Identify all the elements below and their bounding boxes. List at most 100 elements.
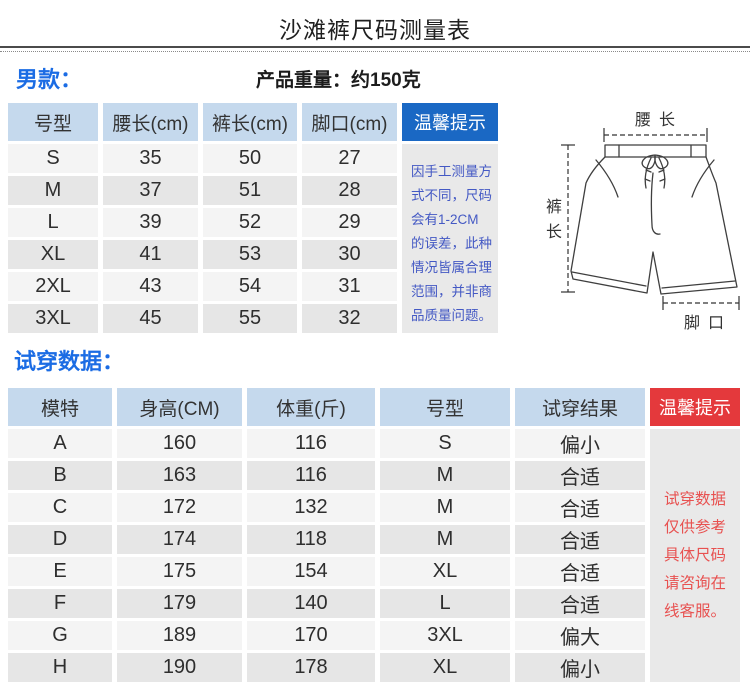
fit-row: G 189 170 3XL 偏大 bbox=[8, 621, 740, 650]
result-cell: 合适 bbox=[515, 589, 645, 618]
size-row: 3XL 45 55 32 bbox=[8, 304, 498, 333]
model-cell: C bbox=[8, 493, 112, 522]
size-cell: M bbox=[8, 176, 98, 205]
result-cell: 偏小 bbox=[515, 653, 645, 682]
result-cell: 合适 bbox=[515, 525, 645, 554]
product-weight-label: 产品重量：约150克 bbox=[256, 70, 421, 91]
hem-cell: 32 bbox=[302, 304, 397, 333]
length-cell: 50 bbox=[203, 144, 297, 173]
tip-header-blue: 温馨提示 bbox=[402, 103, 498, 141]
result-cell: 合适 bbox=[515, 461, 645, 490]
shorts-outline bbox=[570, 144, 738, 295]
fit-row: F 179 140 L 合适 bbox=[8, 589, 740, 618]
header-model: 模特 bbox=[8, 388, 112, 426]
weight-cell: 116 bbox=[247, 429, 375, 458]
size-row: XL 41 53 30 bbox=[8, 240, 498, 269]
header-height: 身高(CM) bbox=[117, 388, 242, 426]
length-cell: 55 bbox=[203, 304, 297, 333]
mens-section-label: 男款： bbox=[16, 67, 83, 92]
fit-row: C 172 132 M 合适 bbox=[8, 493, 740, 522]
result-cell: 合适 bbox=[515, 557, 645, 586]
height-cell: 175 bbox=[117, 557, 242, 586]
header-hem: 脚口(cm) bbox=[302, 103, 397, 141]
weight-cell: 118 bbox=[247, 525, 375, 554]
model-cell: H bbox=[8, 653, 112, 682]
waist-cell: 45 bbox=[103, 304, 198, 333]
model-cell: E bbox=[8, 557, 112, 586]
weight-cell: 178 bbox=[247, 653, 375, 682]
fitting-section-label: 试穿数据： bbox=[14, 349, 125, 374]
length-cell: 52 bbox=[203, 208, 297, 237]
title-divider bbox=[0, 46, 750, 52]
size-cell: 2XL bbox=[8, 272, 98, 301]
size-cell: 3XL bbox=[380, 621, 510, 650]
weight-cell: 132 bbox=[247, 493, 375, 522]
note-line: 因手工测量方 bbox=[411, 164, 492, 179]
fit-row: D 174 118 M 合适 bbox=[8, 525, 740, 554]
size-row: L 39 52 29 bbox=[8, 208, 498, 237]
height-cell: 172 bbox=[117, 493, 242, 522]
weight-cell: 116 bbox=[247, 461, 375, 490]
fit-row: E 175 154 XL 合适 bbox=[8, 557, 740, 586]
size-cell: XL bbox=[380, 653, 510, 682]
note-line: 品质量问题。 bbox=[411, 308, 492, 323]
size-row: M 37 51 28 bbox=[8, 176, 498, 205]
result-cell: 合适 bbox=[515, 493, 645, 522]
height-cell: 163 bbox=[117, 461, 242, 490]
tip-header-red: 温馨提示 bbox=[650, 388, 740, 426]
model-cell: G bbox=[8, 621, 112, 650]
fly-seam bbox=[650, 172, 661, 235]
size-table-header-row: 号型 腰长(cm) 裤长(cm) 脚口(cm) 温馨提示 bbox=[8, 103, 498, 141]
size-cell: XL bbox=[8, 240, 98, 269]
height-cell: 189 bbox=[117, 621, 242, 650]
result-cell: 偏大 bbox=[515, 621, 645, 650]
size-cell: 3XL bbox=[8, 304, 98, 333]
size-cell: M bbox=[380, 493, 510, 522]
model-cell: F bbox=[8, 589, 112, 618]
hem-cell: 27 bbox=[302, 144, 397, 173]
size-cell: L bbox=[8, 208, 98, 237]
shorts-diagram: 腰长 脚口 bbox=[561, 111, 740, 332]
note-line: 仅供参考 bbox=[663, 518, 726, 536]
result-cell: 偏小 bbox=[515, 429, 645, 458]
size-row: 2XL 43 54 31 bbox=[8, 272, 498, 301]
size-cell: XL bbox=[380, 557, 510, 586]
fit-table-header-row: 模特 身高(CM) 体重(斤) 号型 试穿结果 温馨提示 bbox=[8, 388, 740, 426]
header-size: 号型 bbox=[8, 103, 98, 141]
fitting-note: 试穿数据 仅供参考 具体尺码 请咨询在 线客服。 bbox=[650, 429, 740, 682]
hem-cell: 30 bbox=[302, 240, 397, 269]
hem-cell: 29 bbox=[302, 208, 397, 237]
note-line: 线客服。 bbox=[663, 602, 726, 620]
weight-cell: 140 bbox=[247, 589, 375, 618]
measure-lines bbox=[561, 128, 740, 310]
left-pocket bbox=[595, 159, 619, 198]
note-line: 具体尺码 bbox=[663, 546, 726, 564]
size-row: S 35 50 27 因手工测量方 式不同，尺码 会有1-2CM 的误差，此种 … bbox=[8, 144, 498, 333]
fit-row: H 190 178 XL 偏小 bbox=[8, 653, 740, 682]
right-pocket bbox=[691, 159, 715, 198]
hem-cell: 28 bbox=[302, 176, 397, 205]
fit-row: B 163 116 M 合适 bbox=[8, 461, 740, 490]
size-cell: M bbox=[380, 525, 510, 554]
model-cell: A bbox=[8, 429, 112, 458]
header-length: 裤长(cm) bbox=[203, 103, 297, 141]
waist-cell: 41 bbox=[103, 240, 198, 269]
note-line: 的误差，此种 bbox=[411, 236, 492, 251]
fitting-data-table: 模特 身高(CM) 体重(斤) 号型 试穿结果 温馨提示 A 160 116 S… bbox=[3, 385, 745, 685]
mens-size-table: 号型 腰长(cm) 裤长(cm) 脚口(cm) 温馨提示 S 35 50 27 … bbox=[3, 100, 503, 336]
header-waist: 腰长(cm) bbox=[103, 103, 198, 141]
length-cell: 54 bbox=[203, 272, 297, 301]
waist-cell: 35 bbox=[103, 144, 198, 173]
drawstring-bow bbox=[641, 154, 669, 189]
note-line: 试穿数据 bbox=[663, 490, 726, 508]
height-cell: 160 bbox=[117, 429, 242, 458]
header-weight: 体重(斤) bbox=[247, 388, 375, 426]
model-cell: B bbox=[8, 461, 112, 490]
note-line: 式不同，尺码 bbox=[411, 188, 492, 203]
height-cell: 179 bbox=[117, 589, 242, 618]
length-measure-label: 裤长 bbox=[543, 198, 560, 248]
length-cell: 53 bbox=[203, 240, 297, 269]
fit-row: A 160 116 S 偏小 试穿数据 仅供参考 具体尺码 请咨询在 线客服。 bbox=[8, 429, 740, 682]
note-line: 范围，并非商 bbox=[411, 284, 492, 299]
